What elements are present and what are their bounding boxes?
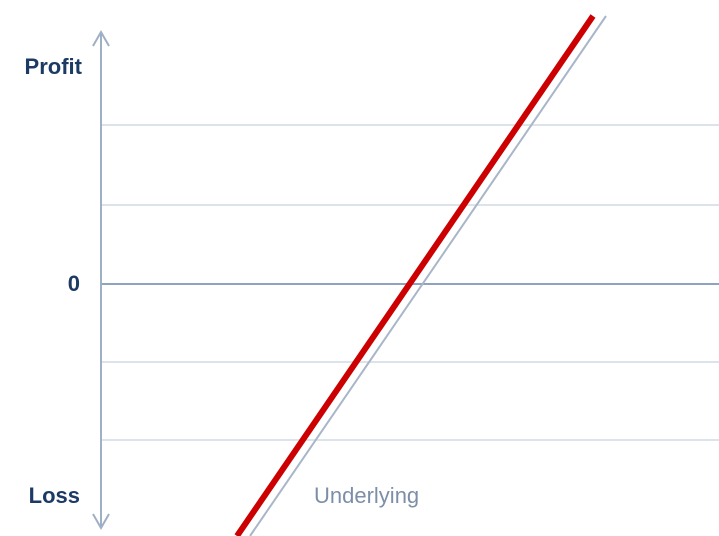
vertical-axis bbox=[92, 29, 110, 531]
arrow-down bbox=[92, 513, 110, 531]
underlying-line bbox=[249, 15, 607, 536]
loss-label: Loss bbox=[29, 483, 80, 508]
profit-label: Profit bbox=[25, 54, 83, 79]
grid bbox=[101, 124, 719, 441]
underlying-label: Underlying bbox=[314, 483, 419, 508]
zero-label: 0 bbox=[68, 271, 80, 296]
position-line bbox=[234, 14, 596, 536]
arrow-up bbox=[92, 29, 110, 47]
